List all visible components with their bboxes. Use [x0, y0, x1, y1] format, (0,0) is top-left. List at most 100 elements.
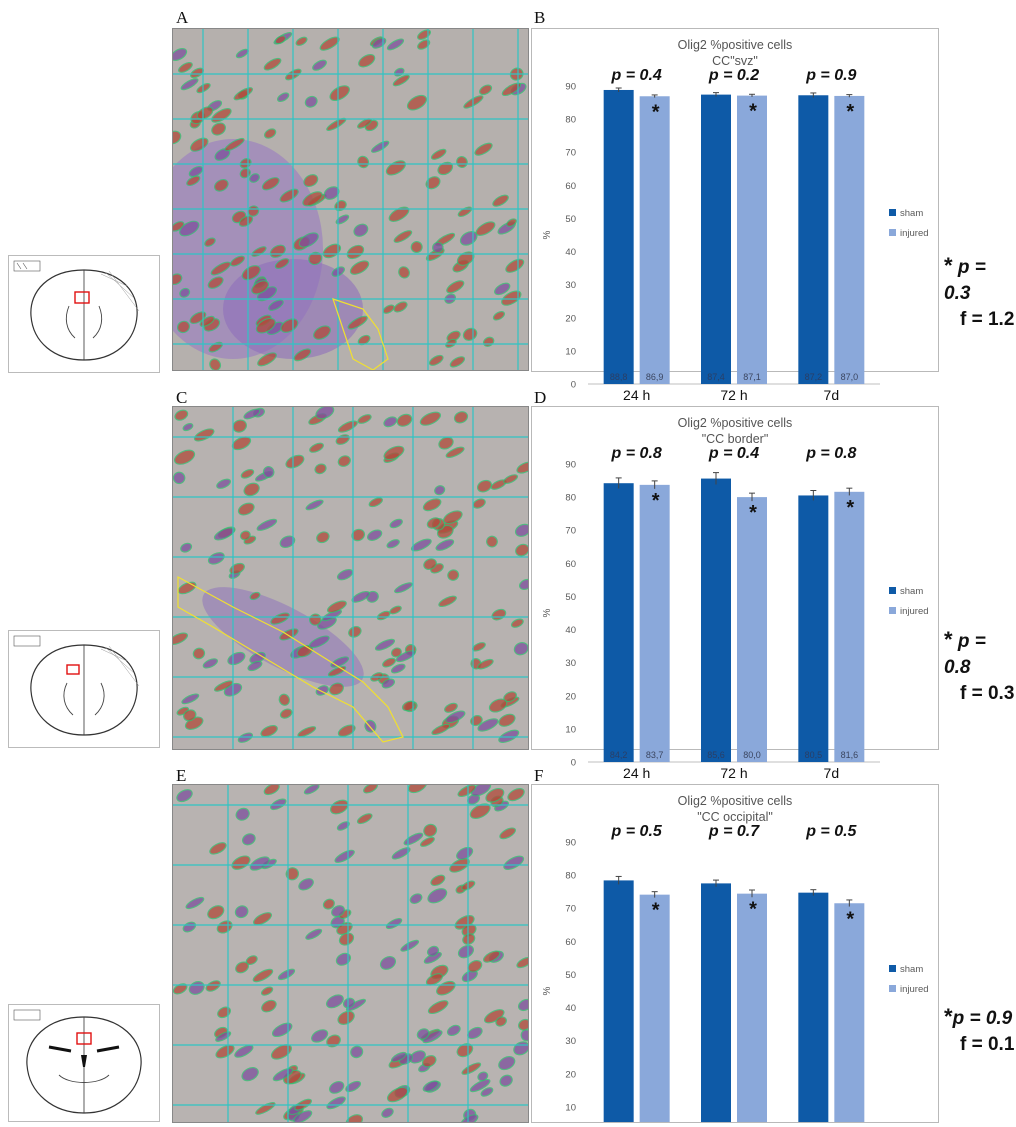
cell-mark: [185, 896, 205, 910]
cell-mark: [403, 832, 424, 846]
cell-mark: [174, 409, 189, 421]
cell-mark: [319, 36, 340, 51]
x-tick-label: 72 h: [720, 765, 747, 781]
data-label: 84,2: [610, 750, 628, 760]
bar-sham-1: [701, 478, 731, 762]
cell-mark: [293, 348, 312, 362]
cell-mark: [389, 605, 402, 615]
cell-mark: [358, 54, 376, 68]
y-tick-label: 80: [565, 493, 576, 504]
cell-mark: [345, 1080, 362, 1093]
y-tick-label: 70: [565, 148, 576, 159]
cell-mark: [172, 471, 186, 485]
y-axis-label: %: [542, 986, 553, 995]
y-tick-label: 30: [565, 658, 576, 669]
x-tick-label: 72 h: [720, 387, 747, 403]
data-label: 81,6: [841, 750, 859, 760]
legend-label-injured: injured: [900, 984, 929, 995]
cell-mark: [305, 499, 324, 511]
cell-mark: [498, 713, 516, 727]
bar-injured-2: [834, 95, 865, 384]
cell-mark: [234, 1044, 254, 1058]
bar-chart-cc-border: Olig2 %positive cells "CC border" 0 10 20 30 4…: [531, 406, 939, 781]
data-label: 80,5: [805, 750, 823, 760]
legend-label-sham: sham: [900, 586, 923, 597]
bar-sham-2: [798, 892, 829, 1122]
bar-sham-0: [603, 483, 634, 762]
cell-mark: [207, 552, 225, 565]
cell-mark: [249, 856, 270, 871]
cell-mark: [363, 782, 378, 794]
cell-mark: [474, 142, 493, 156]
cell-mark: [231, 855, 251, 870]
cell-mark: [249, 591, 261, 601]
cell-mark: [241, 1066, 259, 1082]
cell-mark: [482, 950, 501, 963]
cell-mark: [379, 956, 397, 970]
stat-summary-svz: * p = 0.3 f = 1.2: [944, 253, 1016, 333]
cell-mark: [247, 660, 263, 672]
cell-mark: [264, 128, 277, 139]
cell-mark: [391, 847, 411, 860]
cell-mark: [337, 1010, 355, 1025]
cell-mark: [209, 842, 227, 855]
cell-mark: [249, 173, 260, 183]
cell-mark: [409, 893, 423, 904]
cell-mark: [336, 821, 350, 831]
cell-mark: [430, 874, 446, 887]
cell-mark: [257, 352, 277, 367]
y-axis-label: %: [542, 230, 553, 239]
cell-mark: [393, 230, 413, 243]
cell-mark: [445, 710, 466, 724]
stat-p-value: p = 0.3: [944, 257, 986, 304]
cell-mark: [199, 315, 215, 327]
cell-mark: [461, 1062, 482, 1075]
cell-mark: [390, 663, 406, 674]
cell-mark: [456, 156, 468, 169]
cell-mark: [469, 803, 491, 819]
bar-sham-2: [798, 495, 829, 762]
cell-mark: [181, 693, 200, 705]
cell-mark: [427, 1000, 449, 1015]
cell-mark: [395, 650, 416, 663]
data-label: 86,9: [646, 372, 664, 382]
cell-mark: [214, 179, 229, 192]
stat-p-value: p = 0.8: [944, 631, 986, 678]
data-label: 87,1: [743, 372, 761, 382]
cell-mark: [438, 595, 457, 608]
cell-mark: [176, 789, 193, 803]
cell-mark: [243, 408, 261, 420]
cell-mark: [309, 442, 324, 453]
y-tick-label: 50: [565, 970, 576, 981]
cell-mark: [268, 299, 284, 311]
bar-injured-0: [639, 484, 670, 762]
cell-mark: [342, 997, 356, 1009]
significance-star: *: [749, 899, 757, 921]
cell-mark: [381, 678, 396, 689]
cell-mark: [392, 74, 410, 87]
cell-mark: [260, 724, 278, 738]
cell-mark: [350, 1045, 364, 1059]
cell-mark: [234, 905, 249, 919]
y-tick-label: 0: [571, 758, 576, 769]
cell-mark: [304, 95, 318, 108]
cell-mark: [383, 445, 405, 461]
data-label: 87,2: [805, 372, 823, 382]
cell-mark: [230, 255, 245, 267]
brain-atlas-thumbnail-cc-occipital: [8, 1004, 160, 1122]
y-tick-label: 90: [565, 460, 576, 471]
cell-mark: [207, 905, 225, 920]
stat-summary-cc-occipital: *p = 0.9 f = 0.1: [944, 1004, 1014, 1058]
cell-mark: [237, 502, 255, 516]
stat-f-value: f = 0.3: [960, 683, 1015, 704]
cell-mark: [334, 849, 355, 863]
cell-mark: [315, 405, 335, 420]
cell-mark: [262, 466, 275, 478]
cell-mark: [313, 325, 331, 340]
cell-mark: [278, 693, 291, 706]
y-tick-label: 50: [565, 592, 576, 603]
cell-mark: [188, 165, 204, 178]
cell-mark: [381, 1107, 394, 1118]
cell-mark: [189, 311, 207, 324]
cell-mark: [204, 237, 216, 247]
